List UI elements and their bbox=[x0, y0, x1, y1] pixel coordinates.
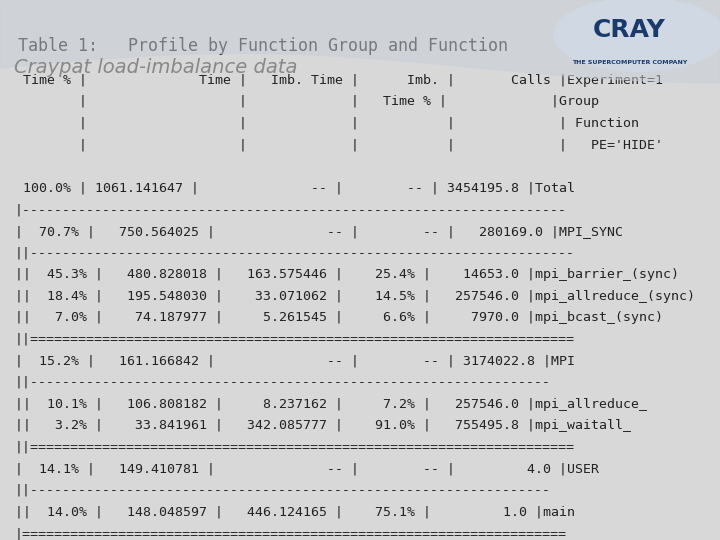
Text: ||====================================================================: ||======================================… bbox=[14, 333, 575, 346]
Text: ||-----------------------------------------------------------------: ||--------------------------------------… bbox=[14, 376, 551, 389]
Text: |--------------------------------------------------------------------: |---------------------------------------… bbox=[14, 203, 567, 216]
Text: CRAY: CRAY bbox=[593, 18, 666, 42]
Text: |  15.2% |   161.166842 |              -- |        -- | 3174022.8 |MPI: | 15.2% | 161.166842 | -- | -- | 3174022… bbox=[14, 354, 575, 367]
Text: THE SUPERCOMPUTER COMPANY: THE SUPERCOMPUTER COMPANY bbox=[572, 60, 687, 65]
Text: ||--------------------------------------------------------------------: ||--------------------------------------… bbox=[14, 246, 575, 259]
Text: ||====================================================================: ||======================================… bbox=[14, 441, 575, 454]
Text: ||  45.3% |   480.828018 |   163.575446 |    25.4% |    14653.0 |mpi_barrier_(sy: || 45.3% | 480.828018 | 163.575446 | 25.… bbox=[14, 268, 679, 281]
Ellipse shape bbox=[554, 0, 720, 71]
Text: |                   |             |           |             | Function: | | | | | Function bbox=[14, 117, 639, 130]
Text: ||  18.4% |   195.548030 |    33.071062 |    14.5% |   257546.0 |mpi_allreduce_(: || 18.4% | 195.548030 | 33.071062 | 14.5… bbox=[14, 289, 695, 302]
Text: Craypat load-imbalance data: Craypat load-imbalance data bbox=[14, 58, 298, 77]
Text: 100.0% | 1061.141647 |              -- |        -- | 3454195.8 |Total: 100.0% | 1061.141647 | -- | -- | 3454195… bbox=[14, 181, 575, 195]
Text: ||  10.1% |   106.808182 |     8.237162 |     7.2% |   257546.0 |mpi_allreduce_: || 10.1% | 106.808182 | 8.237162 | 7.2% … bbox=[14, 397, 647, 410]
Text: ||-----------------------------------------------------------------: ||--------------------------------------… bbox=[14, 484, 551, 497]
Text: ||   3.2% |    33.841961 |   342.085777 |    91.0% |   755495.8 |mpi_waitall_: || 3.2% | 33.841961 | 342.085777 | 91.0%… bbox=[14, 419, 631, 432]
Text: |                   |             |   Time % |             |Group: | | | Time % | |Group bbox=[14, 96, 598, 109]
Text: Time % |              Time |   Imb. Time |      Imb. |       Calls |Experiment=1: Time % | Time | Imb. Time | Imb. | Calls… bbox=[14, 74, 662, 87]
Text: ||   7.0% |    74.187977 |     5.261545 |     6.6% |     7970.0 |mpi_bcast_(sync: || 7.0% | 74.187977 | 5.261545 | 6.6% | … bbox=[14, 311, 662, 324]
Text: |  14.1% |   149.410781 |              -- |        -- |         4.0 |USER: | 14.1% | 149.410781 | -- | -- | 4.0 |US… bbox=[14, 462, 598, 475]
Text: |                   |             |           |             |   PE='HIDE': | | | | | PE='HIDE' bbox=[14, 138, 662, 152]
Text: ||  14.0% |   148.048597 |   446.124165 |    75.1% |         1.0 |main: || 14.0% | 148.048597 | 446.124165 | 75.… bbox=[14, 505, 575, 518]
Text: |  70.7% |   750.564025 |              -- |        -- |   280169.0 |MPI_SYNC: | 70.7% | 750.564025 | -- | -- | 280169.… bbox=[14, 225, 623, 238]
Text: |====================================================================: |=======================================… bbox=[14, 527, 567, 540]
Text: Table 1:   Profile by Function Group and Function: Table 1: Profile by Function Group and F… bbox=[17, 37, 508, 55]
